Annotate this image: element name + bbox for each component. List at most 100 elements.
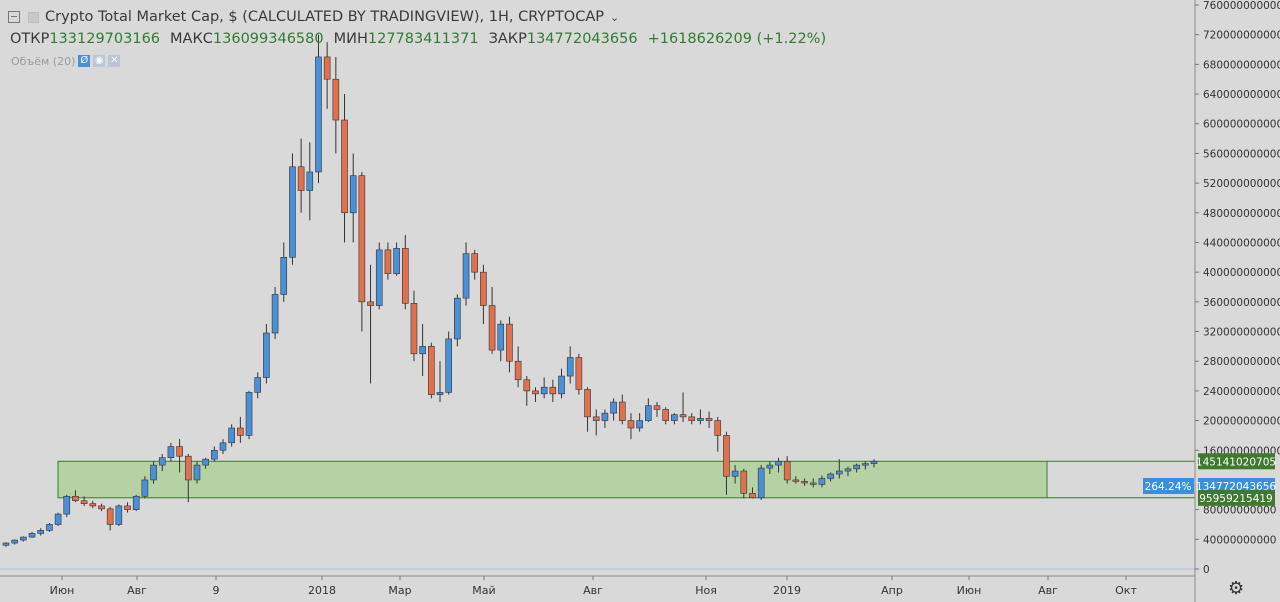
candle-body (705, 418, 713, 421)
upper-price-tag-bg (1198, 453, 1275, 470)
candle-body (497, 323, 505, 351)
candle-body (714, 420, 722, 436)
candle-body (775, 461, 782, 466)
candle-body (63, 495, 71, 515)
time-axis[interactable]: Июн Авг 9 2018 Мар Май Авг Ноя 2019 Апр Июн Авг Окт (50, 576, 1138, 597)
open-value: 133129703166 (49, 31, 161, 47)
price-tick-label: 480000000000 (1203, 208, 1280, 220)
candle-body (480, 271, 487, 306)
candle-body (306, 171, 314, 191)
candle-body (445, 338, 452, 393)
time-tick-label: Мар (388, 584, 411, 597)
price-tick-label: 80000000000 (1203, 505, 1277, 517)
candle (158, 453, 166, 472)
candle (575, 353, 583, 395)
open-label: ОТКР (10, 31, 50, 47)
candle (540, 377, 548, 399)
candle (532, 387, 539, 403)
candle-body (601, 412, 609, 421)
candle (132, 494, 140, 512)
high-label: МАКС (170, 31, 213, 47)
candle (89, 500, 97, 509)
candle-body (853, 464, 860, 470)
range-box[interactable] (0, 460, 1195, 570)
candle (723, 431, 730, 495)
time-tick-label: 2018 (308, 584, 336, 597)
candle-body (115, 505, 123, 525)
candle (835, 459, 843, 479)
price-tick-label: 680000000000 (1203, 59, 1280, 71)
volume-settings-icon[interactable]: ◉ (93, 55, 106, 67)
candle-body (37, 530, 45, 534)
collapse-icon[interactable] (8, 11, 20, 23)
candle (306, 142, 314, 221)
candle-body (271, 294, 279, 334)
candle-body (132, 495, 140, 510)
candle-body (228, 427, 235, 444)
candle-body (46, 524, 53, 531)
candle (184, 453, 192, 503)
candle (20, 536, 27, 542)
time-tick-label: 9 (213, 584, 220, 597)
candle-body (263, 332, 270, 378)
candle-body (375, 249, 383, 306)
candle-body (358, 175, 366, 303)
candle (332, 56, 340, 154)
candle-body (193, 464, 201, 481)
candle-body (488, 305, 496, 351)
candle (358, 171, 366, 332)
candle-body (827, 473, 834, 479)
price-axis[interactable]: 760000000000 720000000000 680000000000 6400… (1195, 0, 1280, 576)
candle (315, 34, 322, 184)
candle-body (349, 175, 357, 214)
range-box-area[interactable] (57, 460, 1048, 499)
volume-hide-icon[interactable]: Ø (78, 55, 91, 67)
candle-body (150, 464, 157, 481)
time-tick-label: Май (472, 584, 495, 597)
candles (2, 34, 878, 547)
candle (46, 522, 53, 532)
candle (254, 372, 262, 399)
candle-body (584, 389, 591, 418)
high-value: 136099346580 (212, 31, 324, 47)
candle-body (809, 482, 817, 485)
chart-header: Crypto Total Market Cap, $ (CALCULATED B… (8, 6, 826, 70)
chevron-down-icon[interactable]: ⌄ (610, 10, 620, 24)
candle (11, 539, 18, 545)
volume-remove-icon[interactable]: ✕ (108, 55, 121, 67)
candle (341, 94, 348, 243)
candle (211, 446, 218, 462)
candle (384, 242, 392, 280)
candle-body (184, 455, 192, 481)
candle-body (592, 416, 600, 421)
price-tick-label: 320000000000 (1203, 327, 1280, 339)
candle (237, 416, 244, 443)
time-tick-label: Авг (127, 584, 147, 597)
candle-body (844, 468, 852, 472)
candle (193, 461, 201, 484)
candle (228, 424, 235, 447)
candle (297, 138, 305, 213)
time-tick-label: Апр (881, 584, 903, 597)
candle-body (167, 446, 175, 458)
candle-body (653, 405, 661, 410)
price-tick-label: 0 (1203, 564, 1210, 576)
time-tick-label: Ноя (695, 584, 717, 597)
candle-body (289, 166, 296, 258)
chart-title[interactable]: Crypto Total Market Cap, $ (CALCULATED B… (45, 9, 605, 25)
candle (844, 466, 852, 477)
candle (558, 368, 565, 399)
candle (454, 294, 461, 347)
candle (471, 249, 479, 280)
gear-icon[interactable]: ⚙ (1228, 578, 1245, 599)
candle-body (436, 392, 444, 395)
candle (653, 402, 661, 417)
candle (63, 494, 71, 518)
candle-body (454, 297, 461, 340)
volume-label[interactable]: Объём (20) (11, 54, 76, 68)
percent-tag-bg (1143, 477, 1194, 494)
candle (436, 361, 444, 403)
time-tick-label: Авг (1038, 584, 1058, 597)
candle-body (558, 375, 565, 395)
